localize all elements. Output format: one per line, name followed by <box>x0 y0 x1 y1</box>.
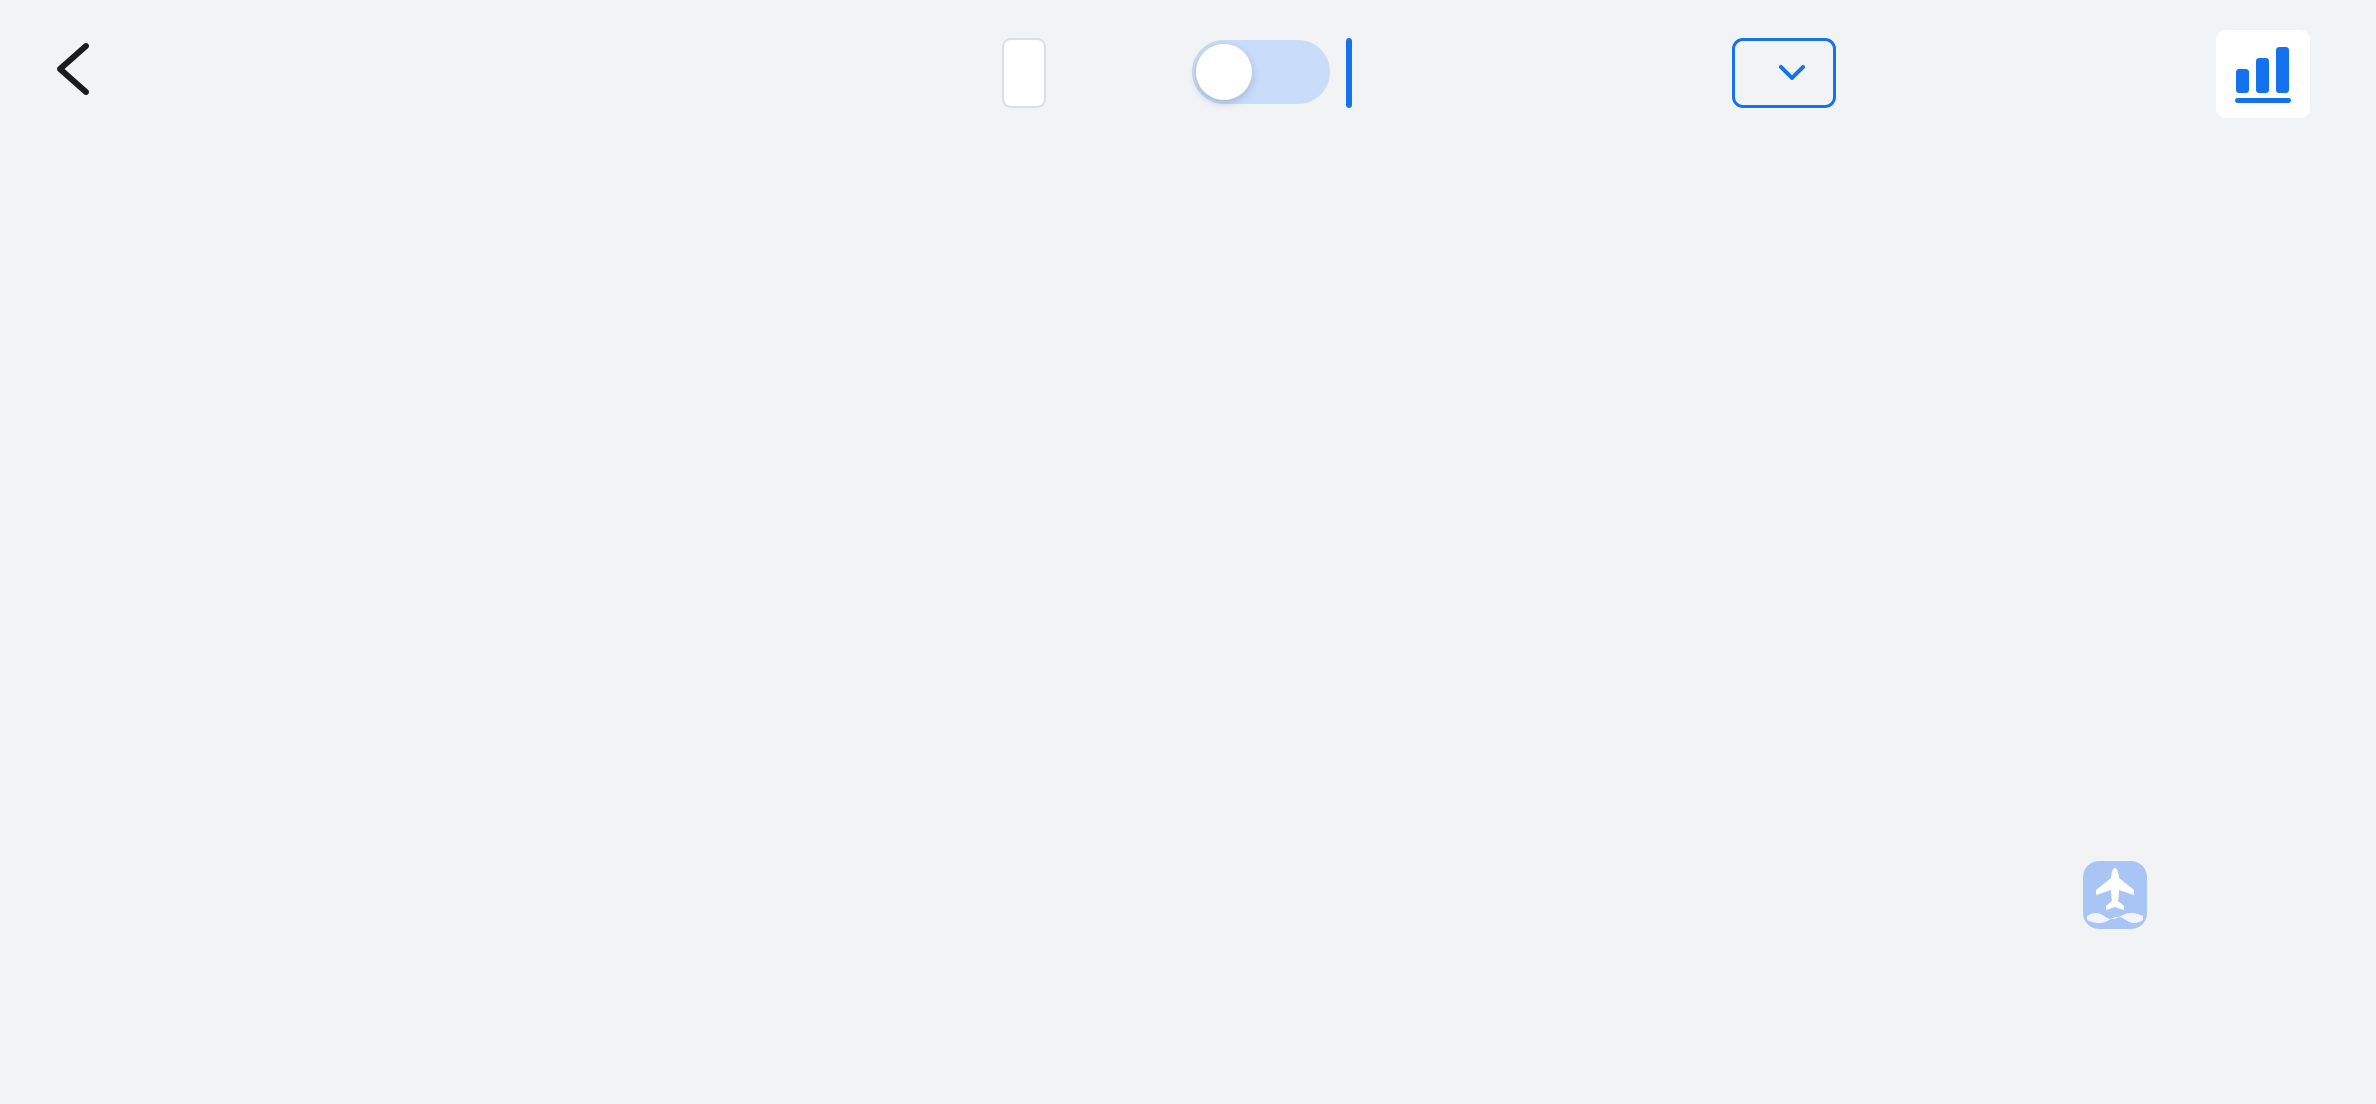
back-button[interactable] <box>50 40 96 98</box>
show-extremes-label <box>1002 38 1046 108</box>
date-range-selector[interactable] <box>1732 38 1836 108</box>
chevron-down-icon <box>1779 65 1805 80</box>
bar-chart-icon <box>2235 47 2291 103</box>
variflight-logo-icon <box>2083 861 2147 929</box>
show-extremes-toggle[interactable] <box>1192 40 1330 104</box>
chart-type-button[interactable] <box>2216 30 2310 118</box>
back-chevron-icon <box>57 43 89 95</box>
toggle-knob <box>1196 44 1252 100</box>
brand-watermark <box>2082 860 2162 930</box>
period-tab-group <box>1346 38 1352 108</box>
